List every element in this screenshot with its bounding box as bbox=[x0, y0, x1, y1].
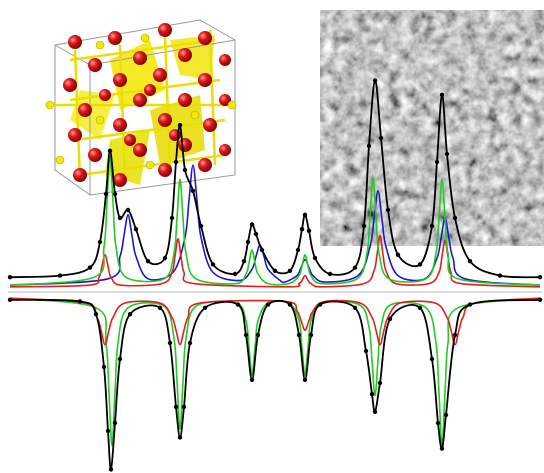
data-point bbox=[243, 332, 249, 338]
micrograph bbox=[320, 10, 544, 246]
data-point bbox=[112, 191, 118, 197]
data-point bbox=[429, 223, 435, 229]
data-point bbox=[103, 191, 109, 197]
data-point bbox=[7, 297, 13, 302]
data-point bbox=[537, 275, 543, 280]
data-point bbox=[177, 123, 183, 128]
data-point bbox=[327, 271, 333, 277]
data-point bbox=[363, 348, 369, 354]
data-point bbox=[7, 275, 13, 280]
data-point bbox=[308, 332, 314, 338]
spectrum-line bbox=[9, 297, 541, 447]
data-point bbox=[317, 302, 323, 307]
data-point bbox=[117, 356, 123, 362]
data-point bbox=[108, 467, 114, 472]
spectrum-line bbox=[9, 298, 541, 471]
data-point bbox=[497, 273, 503, 278]
data-point bbox=[312, 255, 318, 261]
data-point bbox=[444, 151, 450, 157]
data-point bbox=[439, 92, 445, 98]
data-point bbox=[378, 135, 384, 141]
data-point bbox=[302, 377, 308, 382]
data-point bbox=[467, 259, 473, 264]
data-point bbox=[133, 227, 139, 232]
data-point bbox=[295, 247, 301, 253]
data-point bbox=[296, 332, 302, 338]
spectrum-line bbox=[9, 297, 541, 346]
data-point bbox=[198, 223, 204, 229]
data-point bbox=[173, 159, 179, 165]
data-point bbox=[302, 212, 308, 217]
data-point bbox=[77, 299, 83, 304]
data-point bbox=[177, 435, 183, 440]
data-point bbox=[259, 247, 265, 253]
data-point bbox=[167, 340, 173, 346]
data-point bbox=[287, 268, 293, 273]
data-point bbox=[182, 167, 188, 173]
data-point bbox=[173, 404, 179, 410]
data-point bbox=[235, 302, 241, 307]
data-point bbox=[202, 305, 208, 310]
data-point bbox=[352, 265, 358, 270]
data-point bbox=[101, 364, 107, 370]
data-point bbox=[112, 420, 118, 426]
data-point bbox=[434, 159, 440, 165]
crystal-structure bbox=[45, 19, 237, 196]
data-point bbox=[169, 215, 175, 221]
data-point bbox=[385, 207, 391, 213]
data-point bbox=[245, 239, 251, 245]
data-point bbox=[443, 412, 449, 418]
data-point bbox=[87, 265, 93, 270]
data-point bbox=[187, 340, 193, 346]
data-point bbox=[387, 316, 393, 322]
spectrum-line bbox=[9, 234, 541, 288]
data-point bbox=[97, 239, 103, 245]
data-point bbox=[377, 380, 383, 386]
data-point bbox=[467, 302, 473, 307]
data-point bbox=[127, 312, 133, 317]
data-point bbox=[210, 262, 216, 267]
data-point bbox=[395, 252, 401, 257]
data-point bbox=[241, 259, 247, 264]
data-point bbox=[417, 305, 423, 310]
data-point bbox=[145, 259, 151, 264]
data-point bbox=[537, 297, 543, 302]
data-point bbox=[117, 215, 123, 221]
data-point bbox=[265, 302, 271, 307]
spectrum-line bbox=[9, 154, 541, 286]
data-point bbox=[435, 420, 441, 426]
data-point bbox=[287, 302, 293, 307]
data-point bbox=[125, 207, 131, 213]
data-point bbox=[190, 188, 196, 193]
data-point bbox=[352, 305, 358, 310]
data-point bbox=[93, 312, 99, 317]
data-point bbox=[361, 223, 367, 229]
data-point bbox=[272, 268, 278, 273]
data-point bbox=[417, 262, 423, 267]
data-point bbox=[253, 231, 259, 237]
data-point bbox=[249, 377, 255, 382]
data-point bbox=[306, 228, 312, 233]
data-point bbox=[429, 356, 435, 362]
data-point bbox=[107, 148, 113, 153]
data-point bbox=[105, 428, 111, 434]
data-point bbox=[452, 215, 458, 221]
data-point bbox=[162, 255, 168, 261]
data-point bbox=[372, 78, 378, 83]
data-point bbox=[299, 227, 305, 232]
data-point bbox=[439, 446, 445, 451]
data-point bbox=[249, 222, 255, 227]
data-point bbox=[372, 409, 378, 414]
data-point bbox=[452, 332, 458, 338]
data-point bbox=[57, 273, 63, 278]
data-point bbox=[366, 143, 372, 149]
data-point bbox=[255, 332, 261, 338]
data-point bbox=[232, 271, 238, 277]
data-point bbox=[369, 392, 375, 397]
data-point bbox=[181, 404, 187, 410]
data-point bbox=[157, 305, 163, 310]
